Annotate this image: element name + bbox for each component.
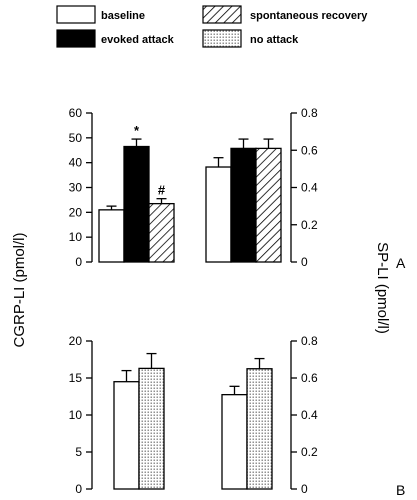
y-tick-label: 0: [75, 255, 82, 269]
y-tick-label: 0.8: [301, 106, 318, 120]
annotation-spont: #: [158, 183, 166, 198]
legend-item-evoked: evoked attack: [56, 29, 175, 48]
y-tick-label: 50: [69, 131, 83, 145]
bar-noattack: [246, 368, 273, 490]
bar-evoked: [230, 147, 257, 263]
plot-area: 0 10 20 30 40 50 60 * #0 0.2 0.4 0.6 0.8 0 5 10 15 20 0 0.2…: [69, 106, 318, 496]
y-tick-label: 0.2: [301, 445, 318, 459]
legend-label-evoked: evoked attack: [101, 34, 175, 46]
right-axis-title: SP-LI (pmol/l): [374, 242, 391, 334]
y-tick-label: 15: [69, 371, 83, 385]
bar-baseline: [98, 209, 125, 263]
y-tick-label: 0.6: [301, 371, 318, 385]
y-tick-label: 0: [301, 482, 308, 496]
left-axis-title: CGRP-LI (pmol/l): [11, 232, 28, 347]
legend-swatch-baseline: [56, 5, 96, 24]
bar-spont: [148, 202, 175, 263]
legend-swatch-evoked: [56, 29, 96, 48]
y-tick-label: 0.8: [301, 334, 318, 348]
y-tick-label: 10: [69, 230, 83, 244]
chart-a-sp-li: 0 0.2 0.4 0.6 0.8: [205, 106, 318, 269]
chart-a-cgrp-li: 0 10 20 30 40 50 60 * #: [69, 106, 175, 269]
y-tick-label: 0.2: [301, 218, 318, 232]
bar-evoked: [123, 145, 150, 263]
legend-label-noattack: no attack: [250, 34, 299, 46]
legend-item-noattack: no attack: [202, 29, 299, 48]
y-tick-label: 0.4: [301, 408, 318, 422]
panel-label-b: B: [396, 482, 405, 498]
y-tick-label: 5: [75, 445, 82, 459]
legend-swatch-spont: [202, 5, 242, 24]
y-tick-label: 0.6: [301, 143, 318, 157]
y-tick-label: 40: [69, 156, 83, 170]
panel-label-a: A: [396, 255, 406, 271]
bar-baseline: [221, 393, 248, 490]
y-tick-label: 30: [69, 181, 83, 195]
y-tick-label: 0: [75, 482, 82, 496]
legend-swatch-noattack: [202, 29, 242, 48]
y-tick-label: 20: [69, 205, 83, 219]
y-tick-label: 0.4: [301, 181, 318, 195]
legend-item-baseline: baseline: [56, 5, 145, 24]
legend: baseline evoked attack spontaneous recov…: [56, 5, 368, 48]
y-tick-label: 10: [69, 408, 83, 422]
bar-baseline: [113, 381, 140, 490]
bar-noattack: [138, 367, 165, 490]
legend-label-spont: spontaneous recovery: [250, 10, 368, 22]
legend-item-spont: spontaneous recovery: [202, 5, 368, 24]
legend-label-baseline: baseline: [101, 10, 145, 22]
chart-b-cgrp-li: 0 5 10 15 20: [69, 334, 165, 496]
bar-spont: [255, 147, 282, 263]
annotation-evoked: *: [134, 123, 140, 138]
y-tick-label: 60: [69, 106, 83, 120]
chart-b-sp-li: 0 0.2 0.4 0.6 0.8: [221, 334, 318, 496]
bar-baseline: [205, 166, 232, 263]
y-tick-label: 20: [69, 334, 83, 348]
y-tick-label: 0: [301, 255, 308, 269]
